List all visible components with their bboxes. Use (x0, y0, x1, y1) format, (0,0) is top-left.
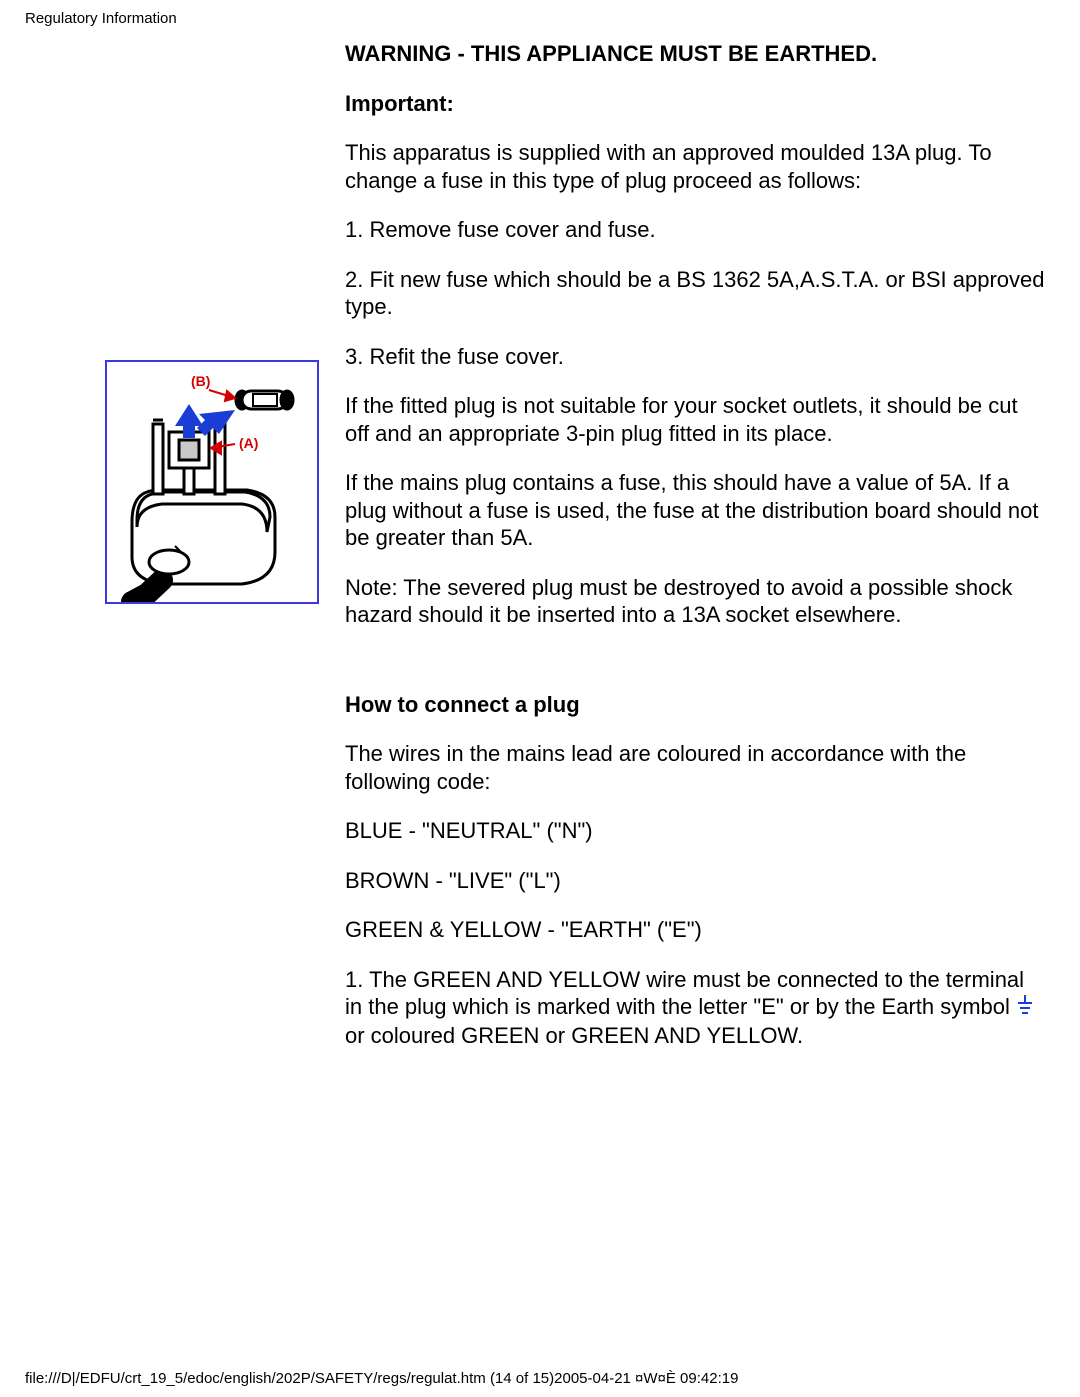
wire-green: GREEN & YELLOW - "EARTH" ("E") (345, 916, 1045, 944)
paragraph-cutoff: If the fitted plug is not suitable for y… (345, 392, 1045, 447)
step-2: 2. Fit new fuse which should be a BS 136… (345, 266, 1045, 321)
wire-blue: BLUE - "NEUTRAL" ("N") (345, 817, 1045, 845)
page-footer: file:///D|/EDFU/crt_19_5/edoc/english/20… (25, 1370, 738, 1387)
left-column: (B) (A) (25, 40, 335, 604)
connect-step-1: 1. The GREEN AND YELLOW wire must be con… (345, 966, 1045, 1050)
plug-diagram-svg: (B) (A) (107, 362, 317, 602)
spacer (345, 651, 1045, 691)
step-1: 1. Remove fuse cover and fuse. (345, 216, 1045, 244)
earth-symbol-icon (1016, 994, 1034, 1023)
warning-heading: WARNING - THIS APPLIANCE MUST BE EARTHED… (345, 40, 1045, 68)
important-heading: Important: (345, 90, 1045, 118)
right-column: WARNING - THIS APPLIANCE MUST BE EARTHED… (335, 40, 1055, 1072)
connect-step-1-a: 1. The GREEN AND YELLOW wire must be con… (345, 967, 1024, 1020)
page-header: Regulatory Information (25, 10, 177, 27)
intro-paragraph: This apparatus is supplied with an appro… (345, 139, 1045, 194)
diagram-label-b: (B) (191, 373, 210, 389)
connect-heading: How to connect a plug (345, 691, 1045, 719)
wire-brown: BROWN - "LIVE" ("L") (345, 867, 1045, 895)
connect-intro: The wires in the mains lead are coloured… (345, 740, 1045, 795)
diagram-label-a: (A) (239, 435, 258, 451)
content-area: (B) (A) WARNING - THIS APPLIANCE MUST BE… (25, 40, 1055, 1072)
plug-diagram: (B) (A) (105, 360, 319, 604)
paragraph-note: Note: The severed plug must be destroyed… (345, 574, 1045, 629)
connect-step-1-b: or coloured GREEN or GREEN AND YELLOW. (345, 1023, 803, 1048)
paragraph-fuse5a: If the mains plug contains a fuse, this … (345, 469, 1045, 552)
step-3: 3. Refit the fuse cover. (345, 343, 1045, 371)
